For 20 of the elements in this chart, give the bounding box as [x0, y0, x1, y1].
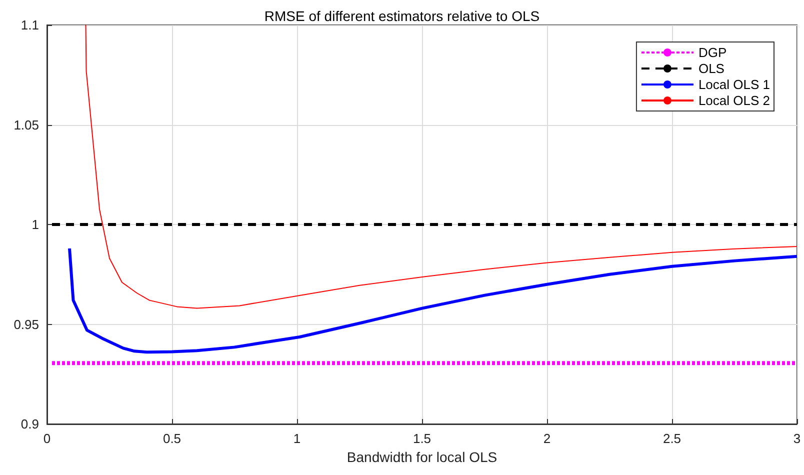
line-series	[68, 246, 798, 354]
y-tick-label: 0.95	[14, 316, 39, 332]
x-tick-label: 2.5	[662, 431, 682, 446]
y-tick-label: 1	[32, 217, 39, 232]
legend-label: DGP	[698, 45, 727, 60]
legend-label: Local OLS 1	[698, 77, 770, 92]
x-axis-title: Bandwidth for local OLS	[346, 448, 498, 465]
x-tick-label: 1	[293, 431, 301, 446]
chart-title: RMSE of different estimators relative to OLS	[264, 8, 540, 24]
legend-label: OLS	[698, 61, 725, 76]
x-tick-label: 0.5	[162, 431, 182, 446]
y-tick-label: 0.9	[20, 416, 39, 432]
x-tick-label: 2	[543, 431, 551, 446]
y-tick-label: 1.1	[20, 18, 39, 32]
x-tick-label: 0	[43, 431, 51, 446]
line-series	[85, 24, 798, 309]
y-tick-label: 1.05	[14, 117, 39, 132]
x-tick-label: 1.5	[412, 431, 432, 446]
legend-label: Local OLS 2	[698, 93, 770, 108]
x-tick-label: 3	[793, 431, 801, 446]
